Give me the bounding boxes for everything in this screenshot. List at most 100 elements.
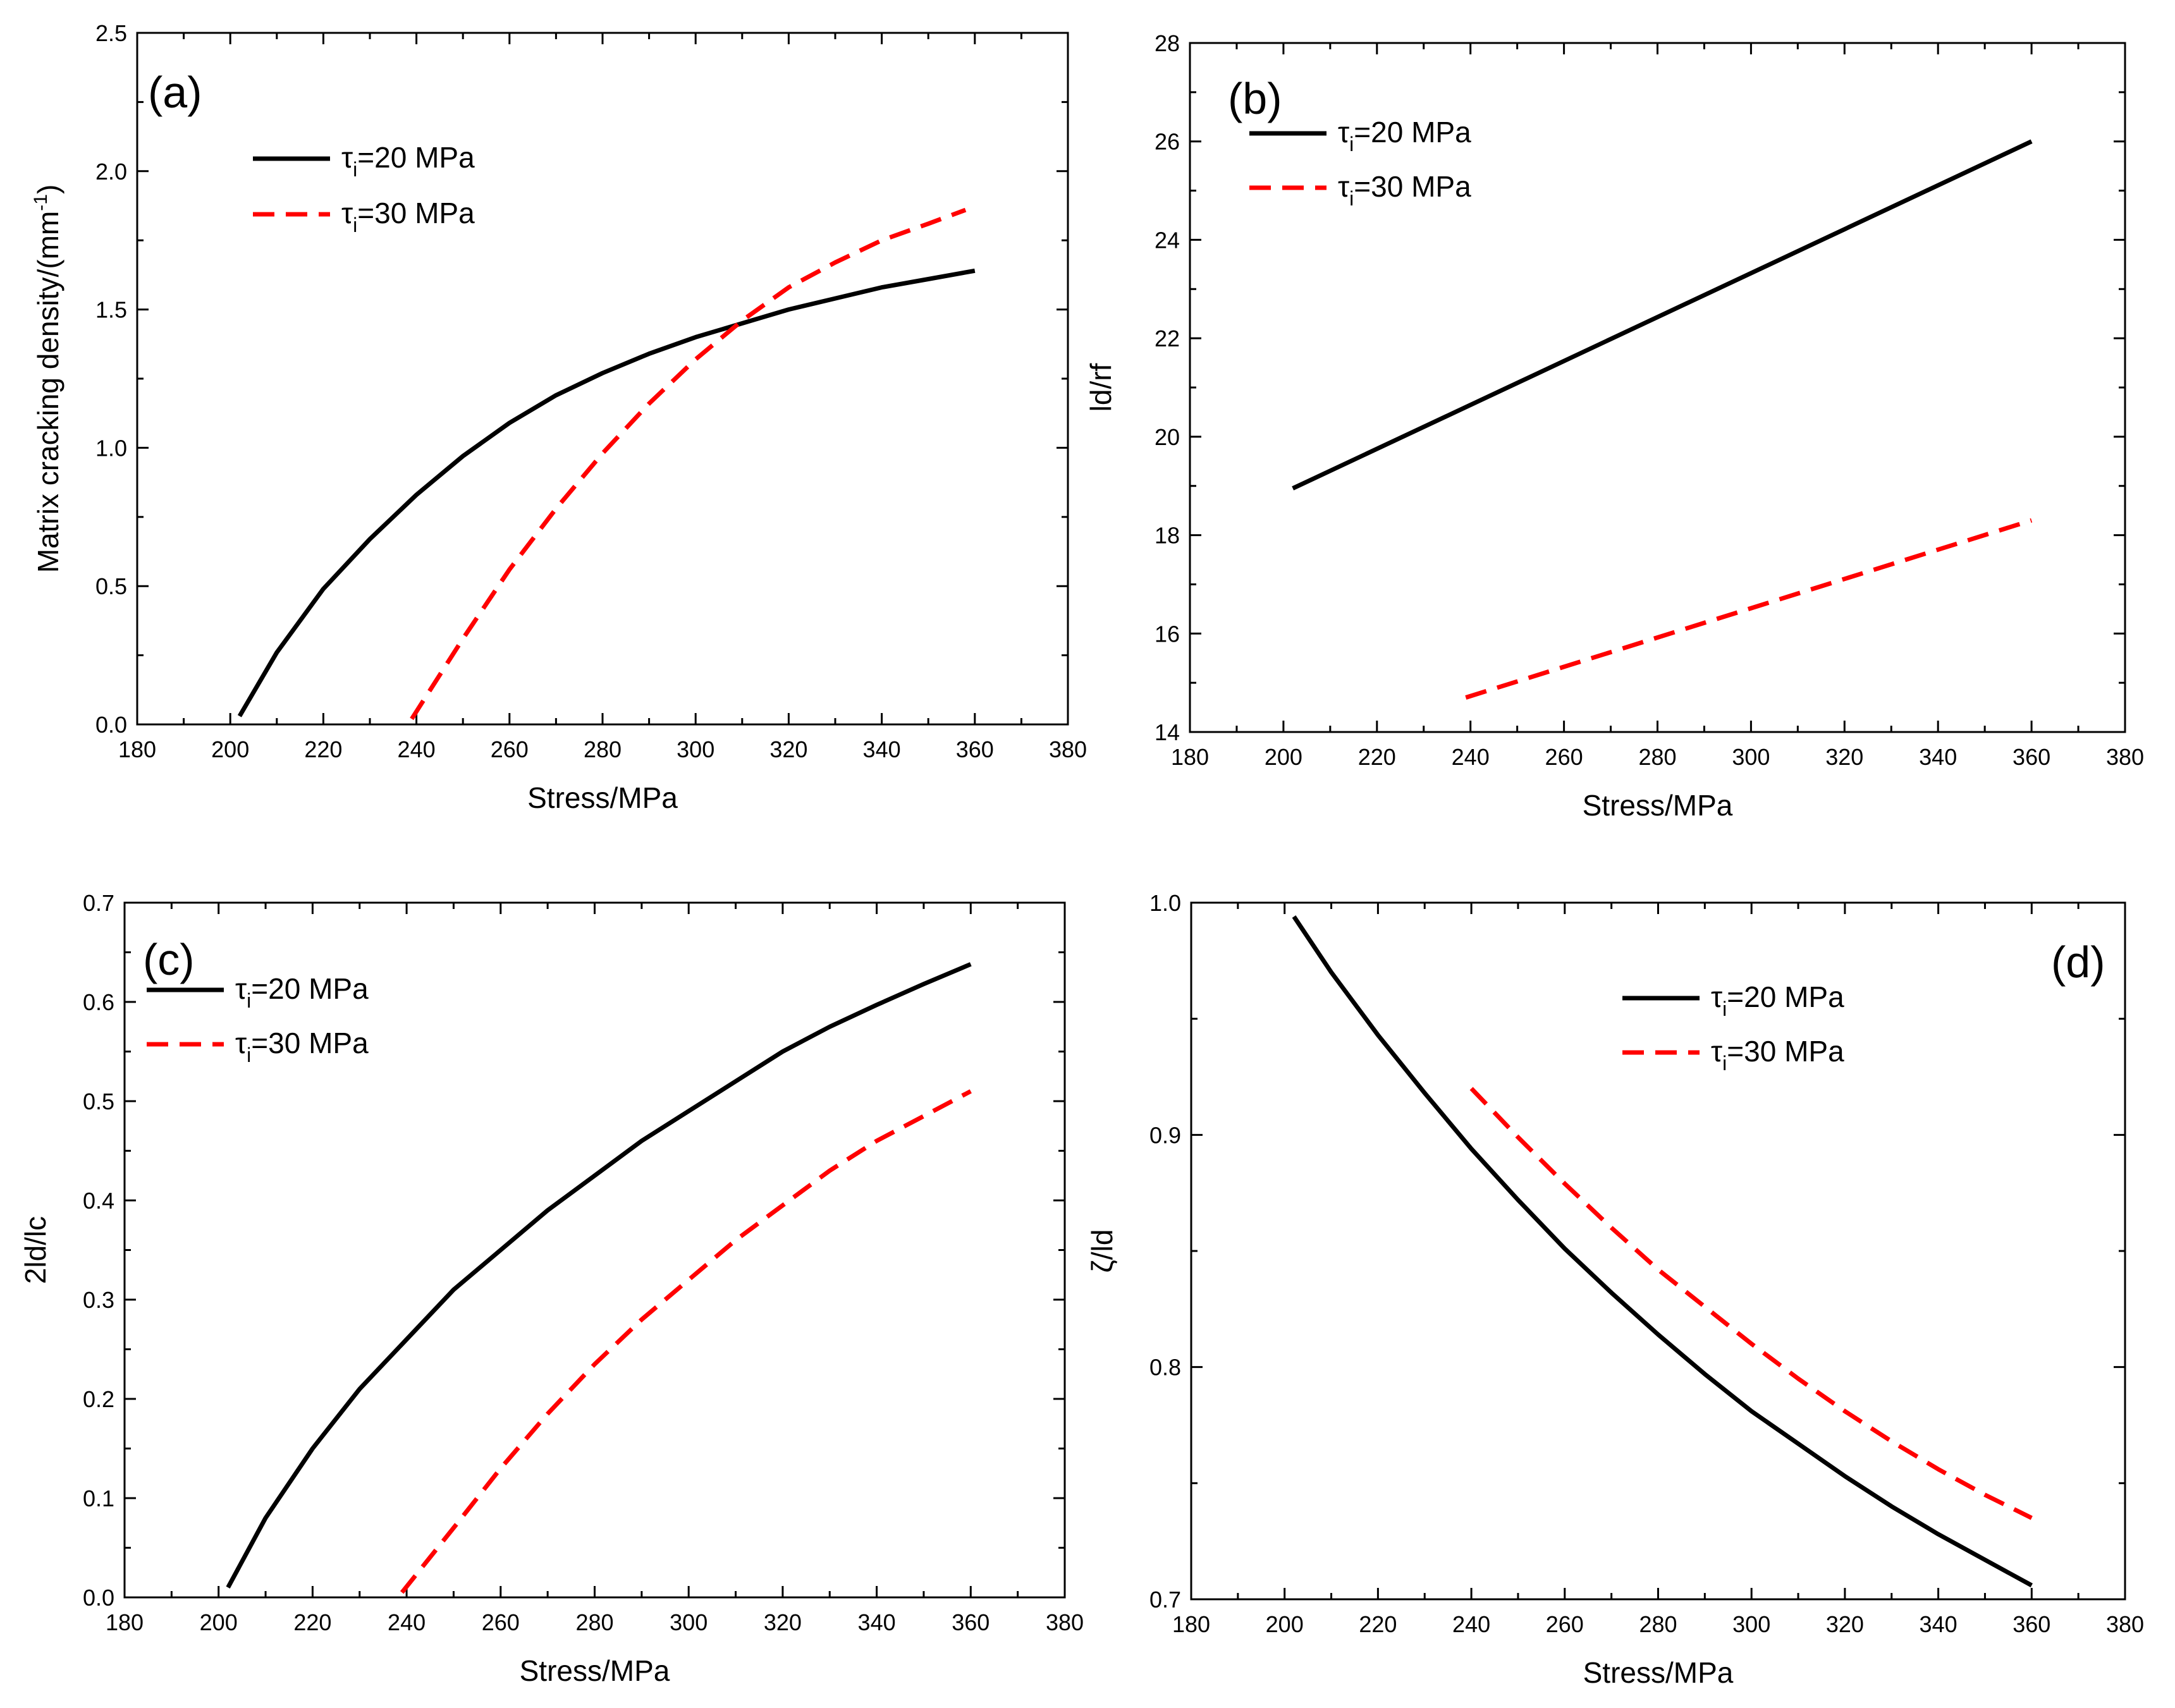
y-axis-title-main: Matrix cracking density/(mm <box>32 211 64 573</box>
x-tick-label: 360 <box>2013 744 2050 770</box>
y-tick-label: 0.6 <box>83 989 114 1015</box>
x-tick-label: 380 <box>2106 744 2144 770</box>
panel-b: 180 200 220 240 260 280 300 320 340 360 380 14 16 18 2… <box>1084 30 2144 822</box>
x-tick-label: 220 <box>1359 1611 1397 1637</box>
legend-label-tau30: τi=30 MPa <box>1711 1035 1844 1075</box>
legend-subscript: i <box>247 989 251 1012</box>
legend-subscript: i <box>1722 997 1727 1020</box>
y-tick-label: 1.5 <box>95 297 127 323</box>
x-tick-label: 180 <box>118 736 156 762</box>
y-axis-title: ld/rf <box>1084 363 1117 412</box>
legend-value: =20 MPa <box>1354 116 1471 149</box>
plot-frame <box>123 901 1066 1599</box>
x-tick-label: 180 <box>106 1609 144 1635</box>
y-tick-label: 0.5 <box>83 1089 114 1114</box>
y-tick-label: 0.4 <box>83 1188 114 1214</box>
legend-symbol: τ <box>1711 980 1722 1013</box>
x-tick-label: 280 <box>575 1609 613 1635</box>
legend-label-tau20: τi=20 MPa <box>1338 116 1471 156</box>
y-axis-title-main: ζ/ld <box>1086 1229 1118 1273</box>
legend-symbol: τ <box>341 141 353 174</box>
y-tick-label: 2.0 <box>95 159 127 185</box>
x-axis-title: Stress/MPa <box>520 1654 670 1687</box>
legend-symbol: τ <box>341 197 353 229</box>
x-tick-label: 260 <box>482 1609 520 1635</box>
y-axis-title-main: ld/rf <box>1084 363 1117 412</box>
x-tick-label: 300 <box>1732 744 1770 770</box>
series-line-tau30 <box>400 1089 972 1594</box>
y-axis-title: Matrix cracking density/(mm-1) <box>30 185 64 573</box>
x-tick-label: 360 <box>2013 1611 2050 1637</box>
x-tick-label: 200 <box>200 1609 238 1635</box>
legend-subscript: i <box>1349 133 1354 156</box>
x-tick-label: 300 <box>670 1609 708 1635</box>
x-tick-label: 240 <box>1452 1611 1490 1637</box>
x-tick-label: 380 <box>1046 1609 1084 1635</box>
y-tick-label: 16 <box>1155 621 1180 647</box>
legend-label-tau30: τi=30 MPa <box>1338 170 1471 210</box>
x-tick-label: 360 <box>952 1609 989 1635</box>
x-tick-label: 280 <box>1638 744 1676 770</box>
panel-d: 180 200 220 240 260 280 300 320 340 360 380 0.7 0.8 0… <box>1086 890 2144 1689</box>
y-tick-label: 0.5 <box>95 573 127 599</box>
y-tick-label: 0.0 <box>83 1585 114 1611</box>
legend-value: =20 MPa <box>357 141 475 174</box>
y-tick-label: 0.0 <box>95 712 127 738</box>
panel-label: (b) <box>1228 74 1282 123</box>
y-tick-label: 14 <box>1155 719 1180 745</box>
y-tick-label: 0.7 <box>83 890 114 916</box>
y-tick-label: 28 <box>1155 30 1180 56</box>
y-tick-label: 2.5 <box>95 20 127 46</box>
x-tick-label: 300 <box>1732 1611 1770 1637</box>
legend-symbol: τ <box>235 1027 247 1059</box>
panel-label: (d) <box>2051 937 2105 987</box>
legend-value: =30 MPa <box>1727 1035 1844 1068</box>
x-tick-label: 380 <box>1049 736 1087 762</box>
legend-label-tau20: τi=20 MPa <box>1711 980 1844 1020</box>
legend-symbol: τ <box>1711 1035 1722 1068</box>
series-line-tau30 <box>1465 518 2033 700</box>
legend-label-tau30: τi=30 MPa <box>341 197 475 236</box>
legend-value: =30 MPa <box>1354 170 1471 203</box>
y-axis-title: ζ/ld <box>1086 1229 1118 1273</box>
x-tick-label: 260 <box>491 736 529 762</box>
legend-value: =20 MPa <box>251 972 369 1005</box>
y-tick-label: 0.9 <box>1149 1122 1181 1148</box>
x-tick-label: 280 <box>584 736 622 762</box>
x-tick-label: 320 <box>769 736 807 762</box>
legend-symbol: τ <box>1338 170 1349 203</box>
y-tick-label: 24 <box>1155 227 1180 253</box>
y-tick-label: 20 <box>1155 424 1180 450</box>
x-tick-label: 240 <box>1452 744 1490 770</box>
x-tick-label: 340 <box>1920 1611 1958 1637</box>
x-tick-label: 200 <box>1265 744 1302 770</box>
x-tick-label: 240 <box>388 1609 426 1635</box>
panel-c: 180 200 220 240 260 280 300 320 340 360 380 0.0 0.1 0… <box>19 890 1084 1687</box>
x-tick-label: 340 <box>1919 744 1957 770</box>
y-tick-label: 1.0 <box>95 435 127 461</box>
x-tick-label: 220 <box>304 736 342 762</box>
legend-subscript: i <box>353 158 357 181</box>
x-tick-label: 320 <box>764 1609 802 1635</box>
x-tick-label: 280 <box>1639 1611 1677 1637</box>
x-tick-label: 320 <box>1825 744 1863 770</box>
y-tick-label: 22 <box>1155 326 1180 351</box>
legend-value: =20 MPa <box>1727 980 1844 1013</box>
panel-label: (a) <box>148 68 202 117</box>
x-tick-label: 300 <box>677 736 714 762</box>
x-tick-label: 360 <box>956 736 994 762</box>
series-line-tau20 <box>226 962 972 1589</box>
x-tick-label: 200 <box>211 736 249 762</box>
y-axis-title-sup: -1 <box>30 194 51 211</box>
series-line-tau30 <box>1469 1087 2033 1520</box>
legend-label-tau30: τi=30 MPa <box>235 1027 369 1066</box>
legend-subscript: i <box>1349 187 1354 210</box>
legend-symbol: τ <box>1338 116 1349 149</box>
x-tick-label: 340 <box>863 736 901 762</box>
x-tick-label: 340 <box>858 1609 896 1635</box>
series-line-tau20 <box>237 268 976 717</box>
legend-label-tau20: τi=20 MPa <box>235 972 369 1012</box>
y-tick-label: 1.0 <box>1149 890 1181 916</box>
x-tick-label: 240 <box>398 736 436 762</box>
